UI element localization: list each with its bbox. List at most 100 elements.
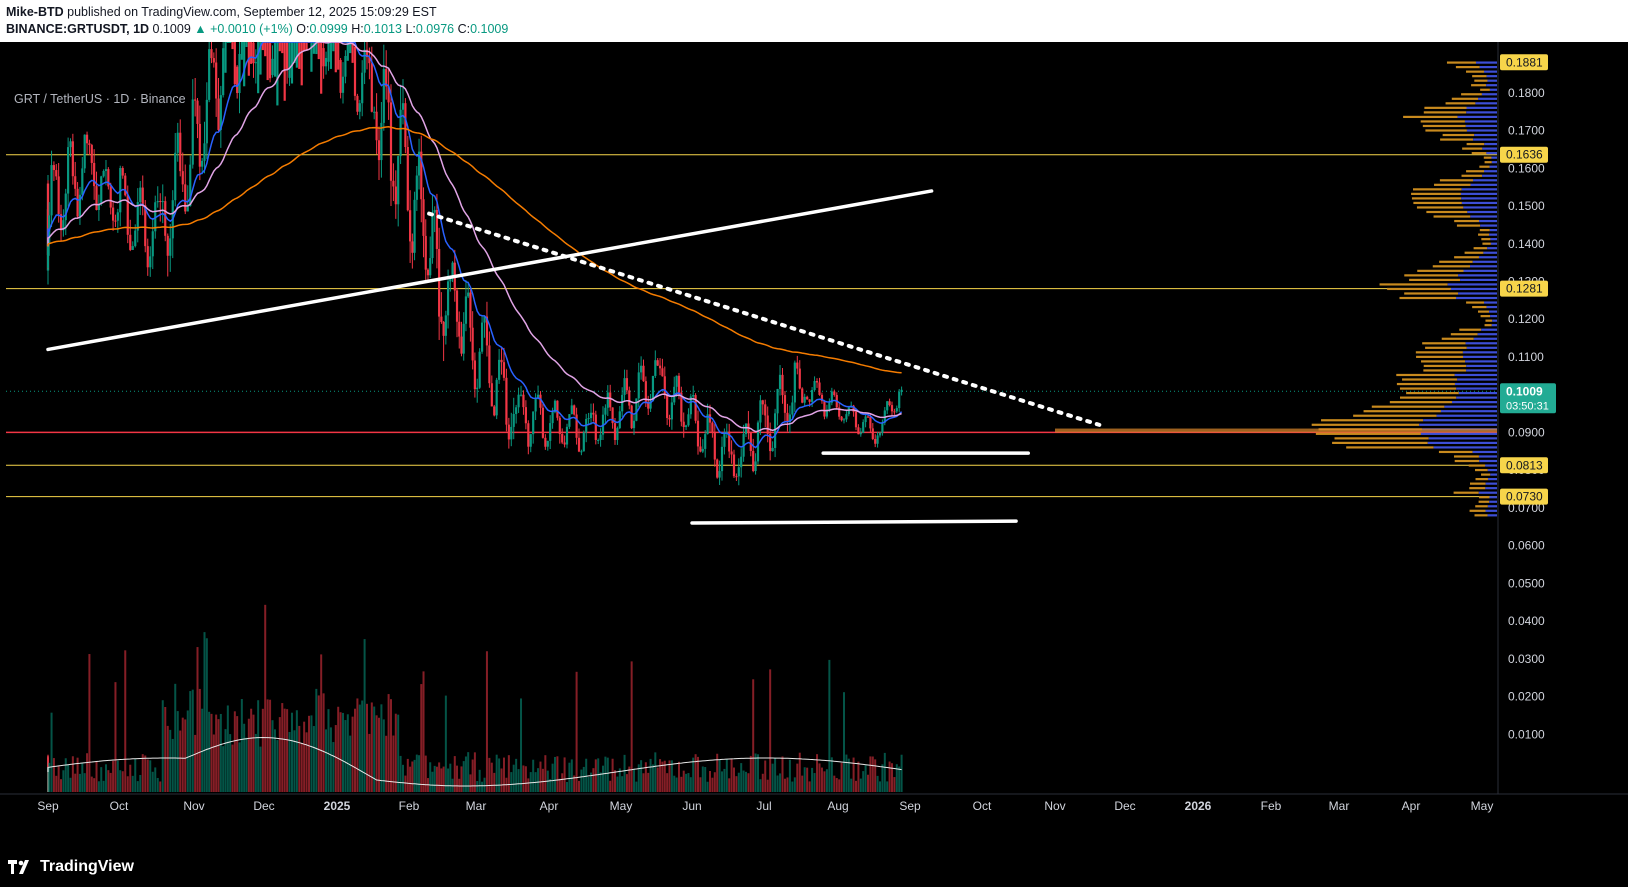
volume-bar bbox=[539, 761, 542, 792]
candle-body bbox=[191, 99, 194, 165]
vp-bar-buy bbox=[1402, 378, 1458, 381]
candle-body bbox=[881, 422, 884, 433]
time-tick-label: Apr bbox=[540, 799, 559, 813]
vp-bar-sell bbox=[1486, 305, 1497, 309]
volume-bar bbox=[346, 714, 349, 792]
volume-bar bbox=[88, 654, 91, 792]
volume-bar bbox=[833, 775, 836, 792]
vp-bar-sell bbox=[1466, 364, 1497, 368]
candle-body bbox=[606, 392, 609, 408]
vp-bar-sell bbox=[1458, 391, 1497, 395]
candle-body bbox=[515, 407, 518, 414]
candle-body bbox=[81, 168, 84, 195]
candle-body bbox=[684, 425, 688, 428]
candle-body bbox=[756, 422, 760, 462]
candle-body bbox=[93, 162, 96, 187]
vp-bar-buy bbox=[1466, 70, 1484, 73]
author-name[interactable]: Mike-BTD bbox=[6, 5, 64, 19]
volume-bar bbox=[361, 700, 364, 792]
volume-bar bbox=[544, 755, 547, 792]
volume-bar bbox=[585, 758, 588, 792]
volume-bar bbox=[537, 768, 540, 792]
candle-body bbox=[893, 411, 896, 413]
price-chart[interactable]: 0.18000.17000.16000.15000.14000.13000.12… bbox=[0, 42, 1628, 852]
volume-bar bbox=[556, 756, 559, 792]
candle-body bbox=[490, 383, 493, 407]
candle-body bbox=[320, 42, 323, 94]
candle-body bbox=[268, 42, 272, 79]
candle-body bbox=[176, 132, 179, 153]
candle-body bbox=[632, 420, 636, 429]
volume-bar bbox=[424, 755, 427, 792]
vp-bar-buy bbox=[1474, 514, 1488, 517]
vp-bar-buy bbox=[1469, 482, 1486, 485]
published-text: published on TradingView.com, September … bbox=[67, 5, 437, 19]
candle-body bbox=[438, 248, 441, 317]
volume-bar bbox=[47, 767, 49, 792]
volume-bar bbox=[363, 639, 366, 792]
volume-bar bbox=[429, 762, 432, 792]
time-tick-label: 2026 bbox=[1185, 799, 1212, 813]
volume-bar bbox=[774, 757, 777, 792]
candle-body bbox=[422, 199, 425, 236]
vp-bar-sell bbox=[1457, 378, 1497, 381]
candle-body bbox=[136, 202, 139, 231]
volume-bar bbox=[549, 779, 552, 792]
vp-bar-buy bbox=[1363, 410, 1441, 413]
vp-bar-sell bbox=[1470, 215, 1497, 218]
candle-body bbox=[796, 362, 799, 369]
volume-bar bbox=[332, 742, 335, 792]
candle-body bbox=[485, 316, 489, 346]
volume-bar bbox=[659, 759, 662, 792]
vp-bar-sell bbox=[1461, 201, 1497, 205]
chart-area[interactable]: 0.18000.17000.16000.15000.14000.13000.12… bbox=[0, 42, 1628, 852]
candle-body bbox=[344, 56, 347, 77]
vp-bar-sell bbox=[1467, 210, 1497, 214]
volume-bar bbox=[288, 731, 291, 792]
candle-body bbox=[862, 422, 865, 433]
volume-bar bbox=[196, 647, 199, 792]
vp-bar-sell bbox=[1444, 405, 1497, 408]
volume-bar bbox=[257, 700, 260, 792]
tradingview-logo[interactable]: TradingView bbox=[8, 858, 134, 876]
candle-body bbox=[397, 156, 400, 205]
candle-body bbox=[385, 69, 388, 87]
trendline bbox=[690, 519, 1018, 525]
candle-body bbox=[215, 62, 218, 99]
vp-bar-sell bbox=[1450, 287, 1497, 291]
candle-body bbox=[100, 176, 103, 204]
vp-bar-buy bbox=[1466, 170, 1485, 173]
vp-bar-buy bbox=[1379, 283, 1448, 286]
vp-bar-buy bbox=[1404, 274, 1459, 277]
volume-bar bbox=[231, 744, 234, 792]
candle-body bbox=[312, 42, 315, 54]
vp-bar-sell bbox=[1461, 188, 1497, 191]
vp-bar-buy bbox=[1475, 505, 1488, 508]
volume-bar bbox=[166, 725, 169, 792]
volume-bar bbox=[864, 765, 867, 792]
volume-bar bbox=[146, 759, 149, 792]
volume-bar bbox=[573, 775, 576, 792]
volume-bar bbox=[310, 715, 313, 792]
candle-body bbox=[392, 180, 395, 187]
volume-bar bbox=[551, 763, 554, 792]
volume-bar bbox=[478, 769, 481, 792]
volume-bar bbox=[229, 734, 232, 792]
volume-bar bbox=[830, 757, 833, 792]
vp-bar-sell bbox=[1489, 500, 1497, 503]
time-tick-label: May bbox=[1471, 799, 1494, 813]
candle-body bbox=[723, 432, 726, 447]
candle-body bbox=[706, 414, 709, 435]
vp-bar-buy bbox=[1425, 129, 1467, 132]
candle-body bbox=[869, 416, 872, 429]
candle-body bbox=[874, 438, 877, 444]
candle-body bbox=[500, 359, 503, 363]
vp-bar-buy bbox=[1420, 120, 1465, 123]
time-tick-label: Nov bbox=[1044, 799, 1065, 813]
candle-body bbox=[144, 205, 147, 247]
candle-body bbox=[613, 423, 617, 440]
vp-bar-sell bbox=[1487, 478, 1497, 481]
volume-bar bbox=[747, 773, 750, 792]
volume-bar bbox=[210, 713, 213, 792]
vp-bar-buy bbox=[1406, 391, 1459, 395]
